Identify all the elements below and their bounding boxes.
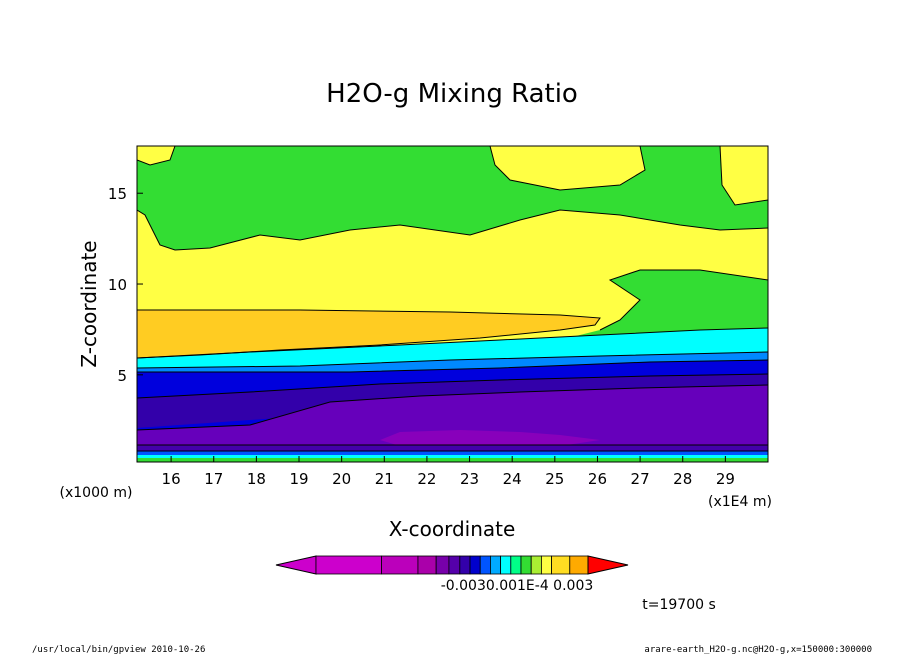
x-tick-label: 27 <box>631 470 650 488</box>
colorbar-swatch <box>417 555 437 575</box>
colorbar <box>275 555 629 575</box>
time-label: t=19700 s <box>642 597 716 613</box>
colorbar-swatch <box>569 555 589 575</box>
x-unit-label: (x1E4 m) <box>708 494 772 510</box>
y-axis-ticks: 5 10 15 <box>108 185 143 385</box>
footer-right: arare-earth_H2O-g.nc@H2O-g,x=150000:3000… <box>644 645 872 654</box>
colorbar-swatch <box>448 555 461 575</box>
colorbar-swatch <box>520 555 532 575</box>
contour-field <box>137 146 768 462</box>
band-orange <box>137 310 600 358</box>
colorbar-swatch <box>551 555 571 575</box>
x-tick-label: 21 <box>375 470 394 488</box>
band-bottom-green <box>137 458 768 462</box>
x-tick-label: 19 <box>289 470 308 488</box>
colorbar-swatch <box>479 555 491 575</box>
x-axis-label: X-coordinate <box>389 517 516 541</box>
colorbar-swatch <box>315 555 382 575</box>
chart-title: H2O-g Mixing Ratio <box>326 79 578 109</box>
x-tick-label: 23 <box>460 470 479 488</box>
band-bottom-cyan <box>137 455 768 458</box>
colorbar-swatch <box>510 555 522 575</box>
band-indigo-low <box>137 445 768 451</box>
colorbar-swatch <box>490 555 502 575</box>
band-yellow-topright <box>720 146 768 205</box>
band-yellow-top <box>490 146 645 190</box>
colorbar-swatch <box>381 555 419 575</box>
colorbar-swatch <box>530 555 542 575</box>
plot-frame <box>136 145 769 463</box>
band-magenta <box>380 430 600 446</box>
x-tick-label: 25 <box>545 470 564 488</box>
x-tick-label: 22 <box>417 470 436 488</box>
x-tick-label: 20 <box>332 470 351 488</box>
colorbar-arrow-left <box>275 555 317 575</box>
x-tick-label: 26 <box>588 470 607 488</box>
colorbar-swatch <box>500 555 512 575</box>
colorbar-labels: -0.0030.001E-4 0.003 <box>441 578 594 594</box>
colorbar-swatch <box>469 555 481 575</box>
x-tick-label: 18 <box>247 470 266 488</box>
band-violet <box>137 385 768 448</box>
colorbar-arrow-right <box>587 555 629 575</box>
x-axis-ticks: 16 17 18 19 20 21 22 23 24 25 26 27 28 29 <box>162 456 735 488</box>
band-bottom-blue <box>137 451 768 455</box>
x-tick-label: 16 <box>162 470 181 488</box>
colorbar-swatch <box>459 555 471 575</box>
x-tick-label: 29 <box>716 470 735 488</box>
y-unit-label: (x1000 m) <box>60 485 133 501</box>
y-axis-label: Z-coordinate <box>77 240 101 367</box>
y-tick-label: 10 <box>108 276 127 294</box>
y-tick-label: 5 <box>117 367 127 385</box>
x-tick-label: 28 <box>673 470 692 488</box>
colorbar-swatch <box>540 555 552 575</box>
colorbar-swatch <box>435 555 450 575</box>
x-tick-label: 17 <box>204 470 223 488</box>
x-tick-label: 24 <box>503 470 522 488</box>
footer-left: /usr/local/bin/gpview 2010-10-26 <box>32 645 205 654</box>
y-tick-label: 15 <box>108 185 127 203</box>
contour-lines <box>137 146 768 452</box>
band-yellow-topleft <box>137 146 175 165</box>
